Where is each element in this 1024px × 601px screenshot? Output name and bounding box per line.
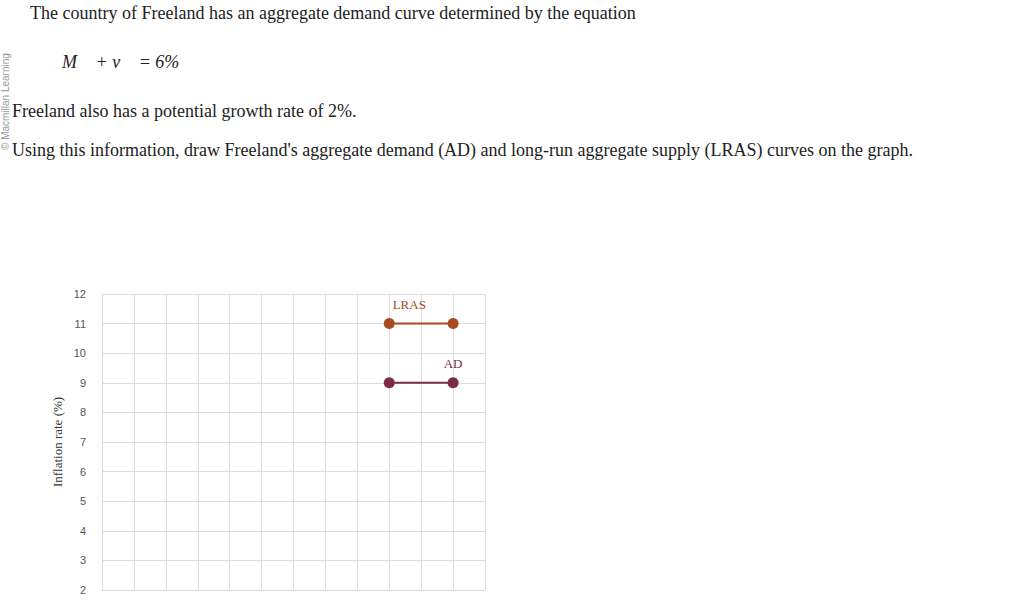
svg-text:8: 8 [80,406,86,418]
svg-text:12: 12 [74,288,86,300]
html-text:Freeland also has a potential: Freeland also has a potential growth rat… [12,101,357,121]
html-text:Using this information, draw F: Using this information, draw Freeland's … [12,140,913,160]
svg-text:9: 9 [80,377,86,389]
svg-text:Inflation rate (%): Inflation rate (%) [50,397,65,487]
svg-text:7: 7 [80,436,86,448]
html-text:M⃗ + v⃗ = 6%: M⃗ + v⃗ = 6% [62,52,180,72]
svg-text:3: 3 [80,554,86,566]
svg-text:AD: AD [444,356,463,371]
svg-text:11: 11 [75,318,86,330]
html-text:The country of Freeland has an: The country of Freeland has an aggregate… [30,3,636,23]
html-text:© Macmillan Learning: © Macmillan Learning [0,53,11,150]
svg-text:LRAS: LRAS [393,297,426,312]
svg-text:5: 5 [80,495,86,507]
svg-text:10: 10 [74,347,86,359]
svg-text:4: 4 [80,525,86,537]
svg-text:6: 6 [80,466,86,478]
svg-text:2: 2 [80,584,86,596]
